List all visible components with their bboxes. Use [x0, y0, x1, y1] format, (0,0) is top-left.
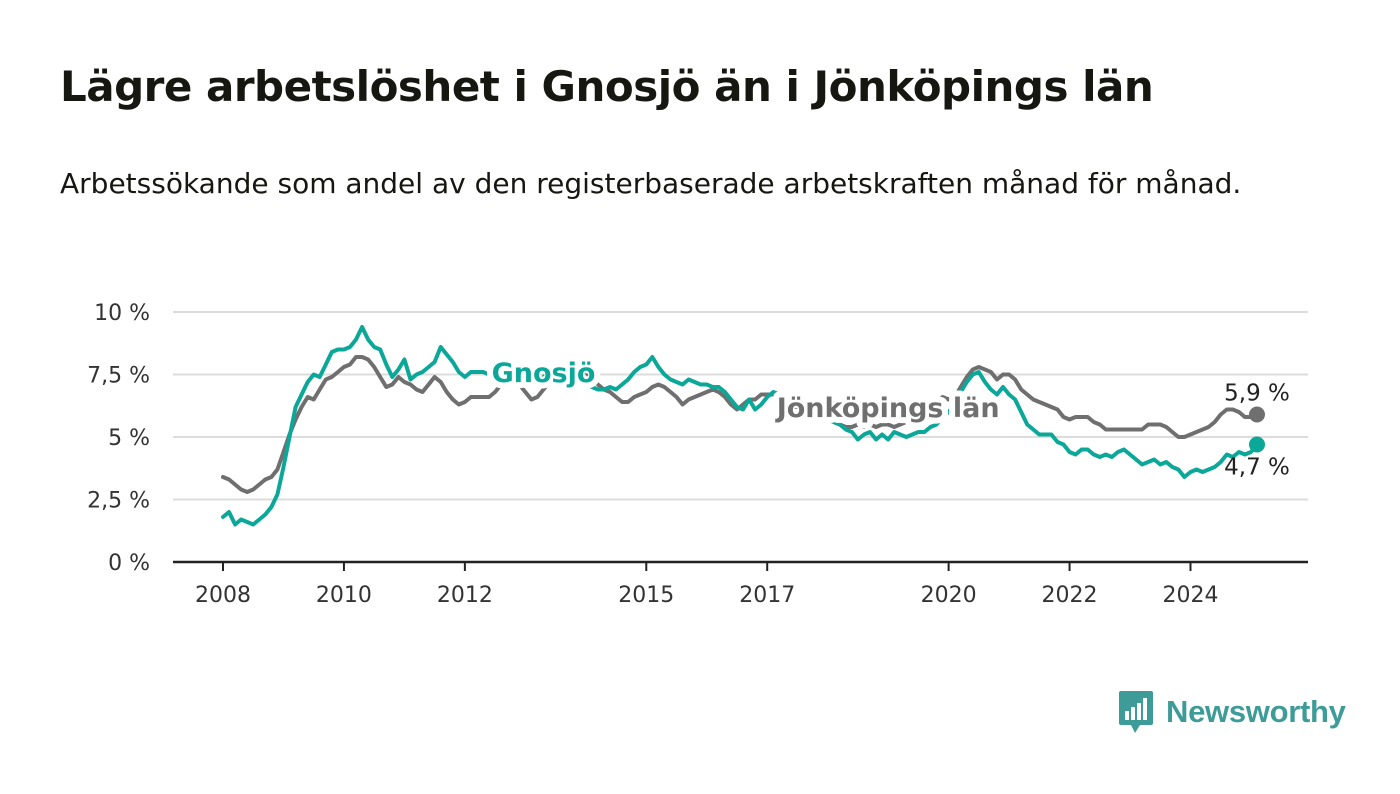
series-label: Gnosjö [492, 358, 596, 389]
x-tick-label: 2024 [1162, 583, 1218, 608]
series-end-marker [1249, 436, 1265, 453]
label-layer: 5,9 % Jönköpings län 4,7 % Gnosjö [486, 352, 1290, 481]
axis-layer: 0 % 2,5 % 5 % 7,5 % 10 % 2008 2010 2012 2015 2017… [87, 301, 1308, 608]
series-line-gnosjo [221, 325, 1259, 527]
y-tick-label: 7,5 % [87, 364, 150, 389]
y-tick-label: 2,5 % [87, 489, 150, 514]
x-tick-label: 2022 [1042, 583, 1098, 608]
grid-layer [173, 311, 1308, 501]
newsworthy-logo: Newsworthy [1118, 688, 1346, 736]
x-tick-label: 2015 [618, 583, 674, 608]
series-label: Jönköpings län [775, 393, 1000, 424]
y-tick-label: 0 % [108, 551, 150, 576]
x-tick-label: 2017 [739, 583, 795, 608]
y-tick-label: 5 % [108, 426, 150, 451]
series-line-jonkopings-lan [221, 355, 1259, 494]
chart-subtitle: Arbetssökande som andel av den registerb… [60, 167, 1242, 200]
x-tick-label: 2020 [921, 583, 977, 608]
series-layer [221, 325, 1265, 527]
x-tick-label: 2012 [437, 583, 493, 608]
brand-name: Newsworthy [1166, 694, 1346, 729]
chart-title: Lägre arbetslöshet i Gnosjö än i Jönköpi… [60, 62, 1154, 111]
series-end-label: 4,7 % [1224, 455, 1290, 481]
y-tick-label: 10 % [94, 301, 150, 326]
x-tick-label: 2008 [195, 583, 251, 608]
newsworthy-bars-icon [1119, 691, 1153, 733]
series-end-marker [1249, 406, 1265, 423]
series-end-label: 5,9 % [1224, 381, 1290, 407]
x-tick-label: 2010 [316, 583, 372, 608]
